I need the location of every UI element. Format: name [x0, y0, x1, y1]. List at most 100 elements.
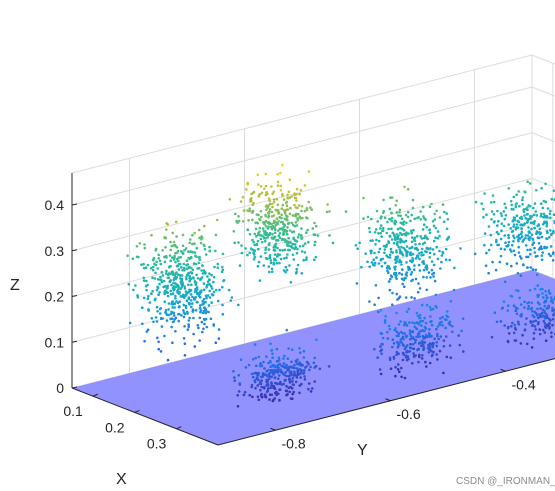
data-point [415, 234, 419, 238]
data-point [203, 322, 206, 326]
data-point [540, 235, 544, 239]
data-point [290, 365, 293, 369]
data-point [277, 358, 281, 362]
data-point [252, 258, 256, 261]
data-point [377, 250, 381, 254]
data-point [280, 238, 284, 241]
data-point [529, 266, 533, 269]
data-point [293, 243, 297, 246]
data-point [269, 365, 273, 369]
data-point [538, 328, 541, 331]
data-point [173, 318, 176, 321]
data-point [164, 311, 168, 315]
data-point [396, 237, 399, 240]
data-point [404, 213, 408, 217]
data-point [272, 200, 276, 204]
data-point [388, 356, 392, 360]
data-point [417, 360, 420, 364]
data-point [183, 287, 187, 290]
data-point [420, 237, 424, 240]
data-point [155, 288, 159, 292]
data-point [187, 319, 191, 322]
data-point [533, 325, 537, 328]
data-point [214, 288, 218, 292]
gridline-backwall-z [71, 223, 533, 343]
data-point [445, 238, 449, 241]
data-point [405, 271, 409, 274]
data-point [285, 208, 288, 212]
data-point [344, 210, 348, 213]
data-point [276, 246, 279, 250]
data-point [281, 203, 285, 207]
data-point [188, 279, 192, 283]
data-point [542, 296, 545, 299]
data-point [277, 377, 280, 381]
data-point [520, 227, 523, 230]
data-point [541, 251, 544, 254]
data-point [182, 303, 186, 307]
data-point [423, 236, 426, 240]
data-point [265, 355, 268, 358]
data-point [379, 309, 383, 312]
data-point [387, 280, 391, 283]
data-point [263, 372, 267, 376]
data-point [432, 224, 436, 228]
data-point [413, 322, 416, 325]
data-point [500, 214, 504, 218]
data-point [520, 257, 523, 260]
data-point [264, 225, 268, 228]
data-point [268, 377, 271, 381]
data-point [394, 238, 397, 242]
data-point [435, 327, 438, 331]
data-point [288, 378, 291, 382]
data-point [547, 252, 551, 256]
data-point [540, 254, 544, 257]
data-point [370, 261, 374, 264]
data-point [236, 394, 239, 397]
data-point [425, 365, 428, 368]
data-point [270, 382, 273, 385]
data-point [165, 272, 168, 275]
data-point [267, 214, 271, 218]
data-point [405, 274, 409, 277]
data-point [383, 216, 387, 220]
data-point [392, 342, 396, 345]
data-point [432, 275, 435, 278]
data-point [179, 274, 182, 277]
data-point [435, 209, 438, 213]
data-point [544, 326, 548, 330]
data-point [138, 242, 142, 245]
data-point [205, 286, 208, 289]
data-point [314, 224, 318, 228]
data-point [259, 394, 263, 397]
data-point [154, 297, 157, 301]
data-point [262, 229, 266, 233]
data-point [418, 287, 422, 290]
data-point [257, 247, 260, 251]
data-point [497, 220, 500, 223]
data-point [152, 320, 155, 324]
data-point [547, 305, 550, 308]
data-point [523, 214, 526, 217]
data-point [282, 209, 286, 212]
data-point [171, 303, 175, 306]
data-point [171, 300, 174, 303]
data-point [428, 231, 432, 235]
data-point [521, 333, 524, 337]
data-point [399, 239, 402, 243]
data-point [274, 365, 278, 369]
data-point [212, 276, 216, 279]
data-point [358, 241, 362, 245]
data-point [492, 200, 496, 204]
data-point [289, 281, 293, 284]
data-point [313, 258, 316, 262]
data-point [300, 382, 303, 386]
data-point [203, 318, 206, 322]
data-point [436, 325, 440, 328]
data-point [197, 326, 200, 330]
data-point [263, 239, 267, 243]
data-point [170, 271, 174, 274]
data-point [505, 262, 509, 266]
data-point [284, 270, 287, 274]
data-point [542, 328, 545, 332]
